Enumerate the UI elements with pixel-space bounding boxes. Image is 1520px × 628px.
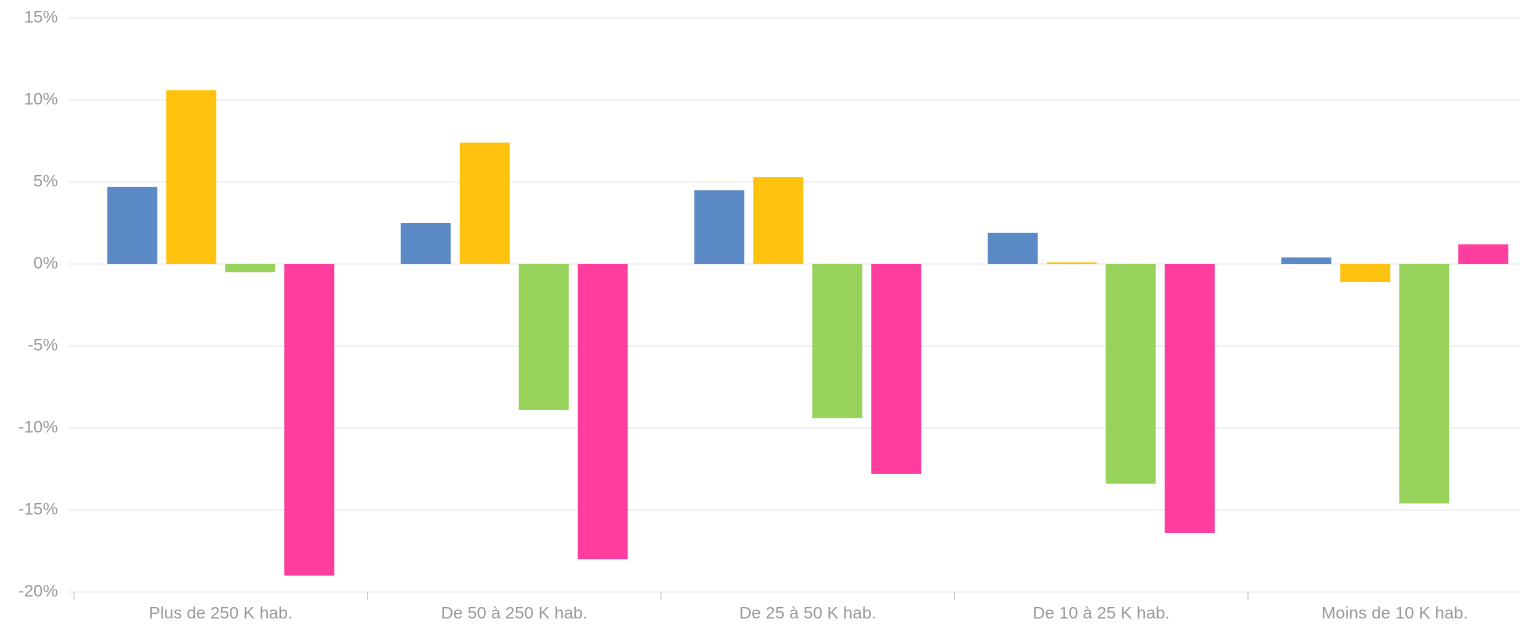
bar (225, 264, 276, 273)
bar (1399, 264, 1450, 504)
x-tick-label: De 25 à 50 K hab. (739, 603, 876, 622)
bar (694, 190, 745, 264)
y-tick-label: -15% (18, 499, 58, 518)
y-tick-label: 0% (33, 253, 58, 272)
bar (871, 264, 922, 474)
y-tick-label: 5% (33, 171, 58, 190)
x-tick-label: De 50 à 250 K hab. (441, 603, 588, 622)
bar (577, 264, 628, 560)
y-tick-label: 15% (24, 7, 58, 26)
bar (1340, 264, 1391, 283)
bar (987, 232, 1038, 264)
bar (459, 142, 510, 264)
y-tick-label: -10% (18, 417, 58, 436)
bar (1164, 264, 1215, 533)
bar (812, 264, 863, 419)
bar (753, 177, 804, 264)
x-tick-label: De 10 à 25 K hab. (1033, 603, 1170, 622)
bar (284, 264, 335, 576)
x-tick-label: Plus de 250 K hab. (149, 603, 293, 622)
y-tick-label: -20% (18, 581, 58, 600)
bar (518, 264, 569, 410)
x-tick-label: Moins de 10 K hab. (1322, 603, 1468, 622)
bar (1458, 244, 1509, 264)
bar (107, 186, 158, 264)
bar (400, 223, 451, 264)
bar (1281, 257, 1332, 264)
bar (1046, 262, 1097, 264)
bar (166, 90, 217, 264)
y-tick-label: -5% (28, 335, 58, 354)
bar (1105, 264, 1156, 484)
y-tick-label: 10% (24, 89, 58, 108)
